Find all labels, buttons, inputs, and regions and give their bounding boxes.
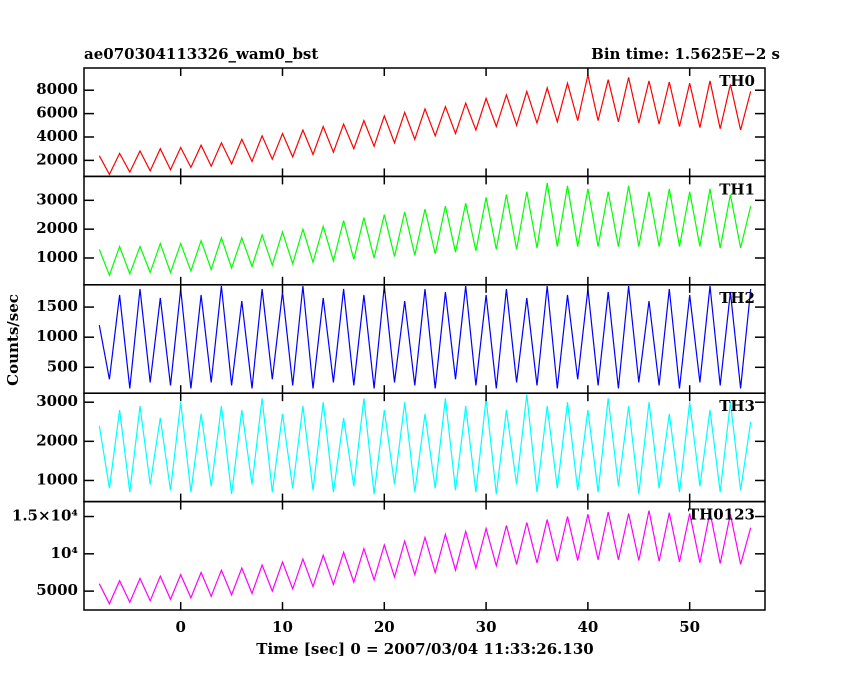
panel-frame: [83, 500, 766, 611]
y-tick-label: 1000: [36, 248, 78, 266]
y-tick-label: 2000: [36, 431, 78, 449]
panel-label: TH2: [719, 289, 755, 307]
x-tick-label: 40: [577, 618, 598, 636]
y-tick-label: 8000: [36, 80, 78, 98]
panel-frame: [83, 175, 766, 286]
x-tick-label: 10: [272, 618, 293, 636]
y-tick-label: 5000: [36, 581, 78, 599]
x-tick-label: 0: [175, 618, 185, 636]
panel-label: TH3: [719, 397, 755, 415]
y-tick-label: 2000: [36, 219, 78, 237]
y-tick-label: 3000: [36, 392, 78, 410]
light-curve: [98, 182, 752, 278]
light-curve: [98, 510, 752, 606]
x-tick-label: 20: [374, 618, 395, 636]
chart-title: ae070304113326_wam0_bst: [84, 45, 318, 63]
y-tick-label: 3000: [36, 190, 78, 208]
x-axis-label: Time [sec] 0 = 2007/03/04 11:33:26.130: [256, 640, 593, 658]
chart-subtitle: Bin time: 1.5625E−2 s: [591, 45, 780, 63]
y-tick-label: 4000: [36, 127, 78, 145]
y-tick-label: 1000: [36, 470, 78, 488]
panel-label: TH0: [719, 72, 755, 90]
panel-label: TH0123: [688, 506, 755, 524]
light-curve: [98, 285, 752, 389]
light-curve: [98, 74, 752, 176]
y-tick-label: 10⁴: [51, 544, 79, 562]
y-axis-label: Counts/sec: [4, 294, 22, 386]
x-tick-label: 30: [476, 618, 497, 636]
y-tick-label: 500: [47, 357, 78, 375]
y-tick-label: 1000: [36, 327, 78, 345]
light-curve: [98, 394, 752, 495]
y-tick-label: 2000: [36, 150, 78, 168]
y-tick-label: 1500: [36, 297, 78, 315]
panel-frame: [83, 67, 766, 178]
panel-label: TH1: [719, 180, 755, 198]
y-tick-label: 1.5×10⁴: [12, 507, 79, 525]
x-tick-label: 50: [679, 618, 700, 636]
y-tick-label: 6000: [36, 104, 78, 122]
